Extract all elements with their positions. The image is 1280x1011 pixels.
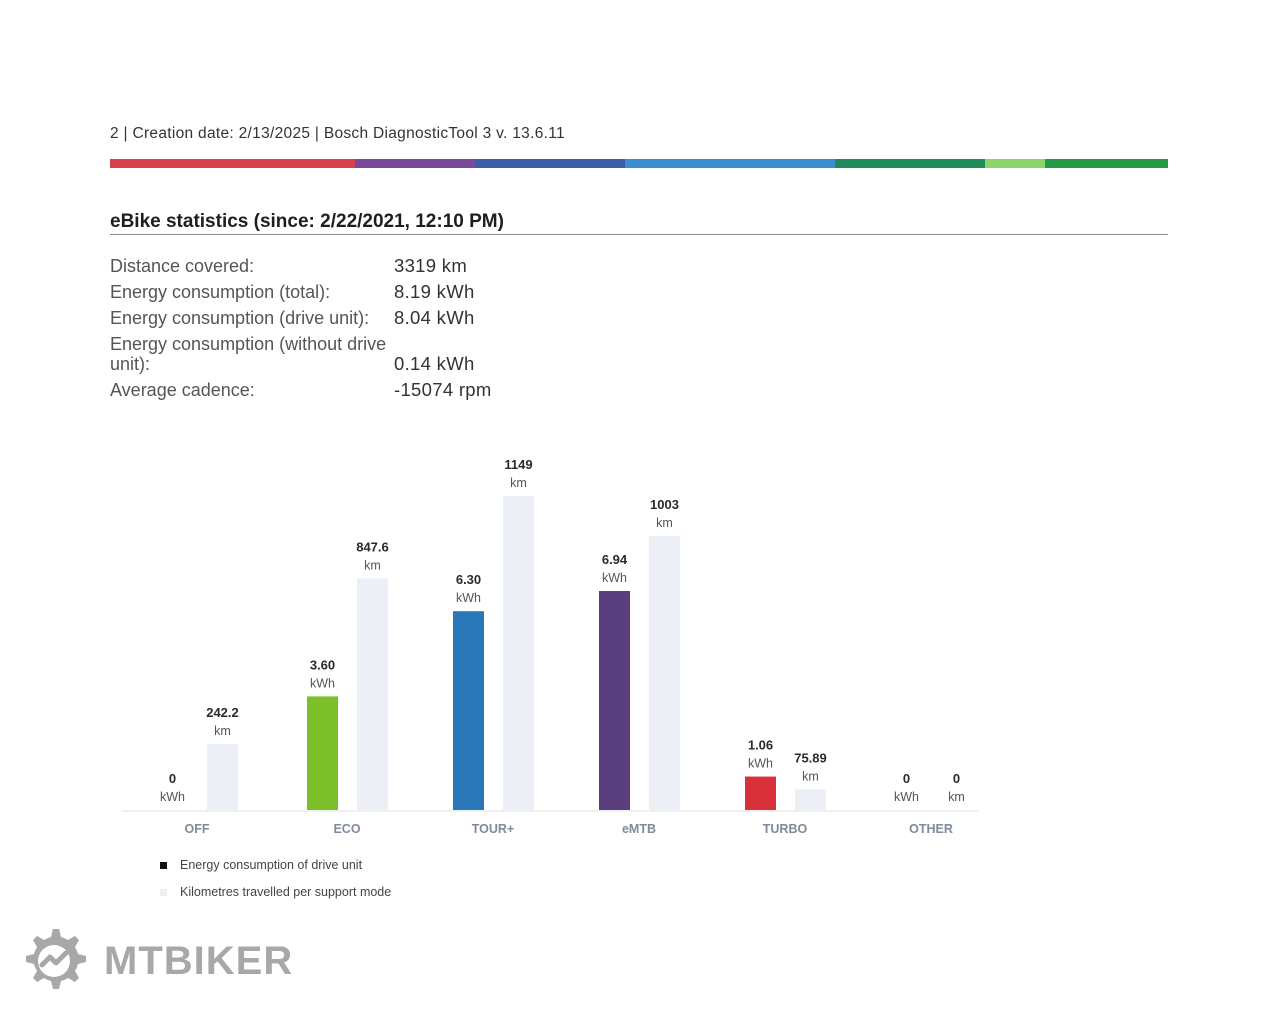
energy-bar xyxy=(599,591,630,810)
stat-value: 8.19 kWh xyxy=(394,281,475,302)
section-divider xyxy=(110,234,1168,235)
energy-unit-label: kWh xyxy=(748,757,773,771)
distance-bar xyxy=(207,743,238,810)
energy-value-label: 1.06 xyxy=(748,738,773,753)
energy-unit-label: kWh xyxy=(602,571,627,585)
distance-value-label: 1149 xyxy=(504,457,532,472)
legend-item-energy: Energy consumption of drive unit xyxy=(160,858,391,872)
stat-label: Energy consumption (without drive unit): xyxy=(110,334,387,374)
watermark-text: MTBIKER xyxy=(104,938,294,983)
energy-bar xyxy=(307,696,338,810)
stat-row-energy-total: Energy consumption (total): 8.19 kWh xyxy=(110,281,630,303)
category-label: TOUR+ xyxy=(472,822,515,836)
energy-unit-label: kWh xyxy=(456,591,481,605)
category-label: OFF xyxy=(185,822,210,836)
section-title: eBike statistics (since: 2/22/2021, 12:1… xyxy=(110,211,504,232)
brand-color-bar xyxy=(110,159,1168,168)
distance-bar xyxy=(357,578,388,810)
energy-value-label: 6.94 xyxy=(602,552,628,567)
color-bar-segment xyxy=(985,159,1045,168)
color-bar-segment xyxy=(355,159,475,168)
chart-legend: Energy consumption of drive unit Kilomet… xyxy=(160,858,391,912)
distance-unit-label: km xyxy=(948,790,965,804)
gear-icon xyxy=(26,929,86,989)
energy-unit-label: kWh xyxy=(894,790,919,804)
category-label: OTHER xyxy=(909,822,953,836)
category-label: ECO xyxy=(333,822,360,836)
energy-value-label: 3.60 xyxy=(310,657,335,672)
distance-value-label: 847.6 xyxy=(356,539,389,554)
legend-swatch-distance xyxy=(160,888,167,896)
energy-bar xyxy=(453,611,484,810)
energy-value-label: 6.30 xyxy=(456,572,481,587)
color-bar-segment xyxy=(625,159,835,168)
stat-label: Energy consumption (drive unit): xyxy=(110,308,370,328)
category-label: TURBO xyxy=(763,822,808,836)
legend-item-distance: Kilometres travelled per support mode xyxy=(160,885,391,899)
energy-unit-label: kWh xyxy=(310,676,335,690)
energy-unit-label: kWh xyxy=(160,790,185,804)
stats-table: Distance covered: 3319 km Energy consump… xyxy=(110,256,630,406)
distance-bar xyxy=(503,496,534,810)
energy-value-label: 0 xyxy=(169,771,176,786)
page-header: 2 | Creation date: 2/13/2025 | Bosch Dia… xyxy=(110,125,565,142)
stat-label: Average cadence: xyxy=(110,380,255,400)
support-mode-bar-chart: 0 kWh 242.2 km OFF 3.60 kWh 847.6 km ECO 6.30 kWh 11… xyxy=(122,457,978,836)
stat-row-distance: Distance covered: 3319 km xyxy=(110,255,630,277)
stat-value: 0.14 kWh xyxy=(394,353,475,374)
legend-swatch-energy xyxy=(160,861,167,869)
color-bar-segment xyxy=(835,159,985,168)
category-label: eMTB xyxy=(622,822,656,836)
distance-value-label: 0 xyxy=(953,771,960,786)
distance-bar xyxy=(649,535,680,810)
stat-value: 3319 km xyxy=(394,255,468,276)
stat-row-energy-drive-unit: Energy consumption (drive unit): 8.04 kW… xyxy=(110,307,630,329)
legend-label: Energy consumption of drive unit xyxy=(180,858,363,872)
stat-value: -15074 rpm xyxy=(394,379,492,400)
legend-label: Kilometres travelled per support mode xyxy=(180,885,392,899)
stat-row-energy-without-drive: Energy consumption (without drive unit):… xyxy=(110,334,630,374)
distance-value-label: 1003 xyxy=(650,497,679,512)
distance-unit-label: km xyxy=(656,516,673,530)
distance-unit-label: km xyxy=(214,724,231,738)
stat-value: 8.04 kWh xyxy=(394,307,475,328)
energy-bar xyxy=(745,776,776,810)
distance-value-label: 242.2 xyxy=(206,705,239,720)
stat-label: Distance covered: xyxy=(110,256,255,276)
distance-unit-label: km xyxy=(802,769,819,783)
color-bar-segment xyxy=(1045,159,1168,168)
distance-unit-label: km xyxy=(364,558,381,572)
color-bar-segment xyxy=(475,159,625,168)
stat-label: Energy consumption (total): xyxy=(110,282,331,302)
distance-unit-label: km xyxy=(510,476,527,490)
distance-bar xyxy=(795,789,826,810)
watermark-logo: MTBIKER xyxy=(18,925,293,997)
color-bar-segment xyxy=(110,159,355,168)
energy-value-label: 0 xyxy=(903,771,910,786)
distance-value-label: 75.89 xyxy=(794,750,827,765)
stat-row-cadence: Average cadence: -15074 rpm xyxy=(110,379,630,401)
